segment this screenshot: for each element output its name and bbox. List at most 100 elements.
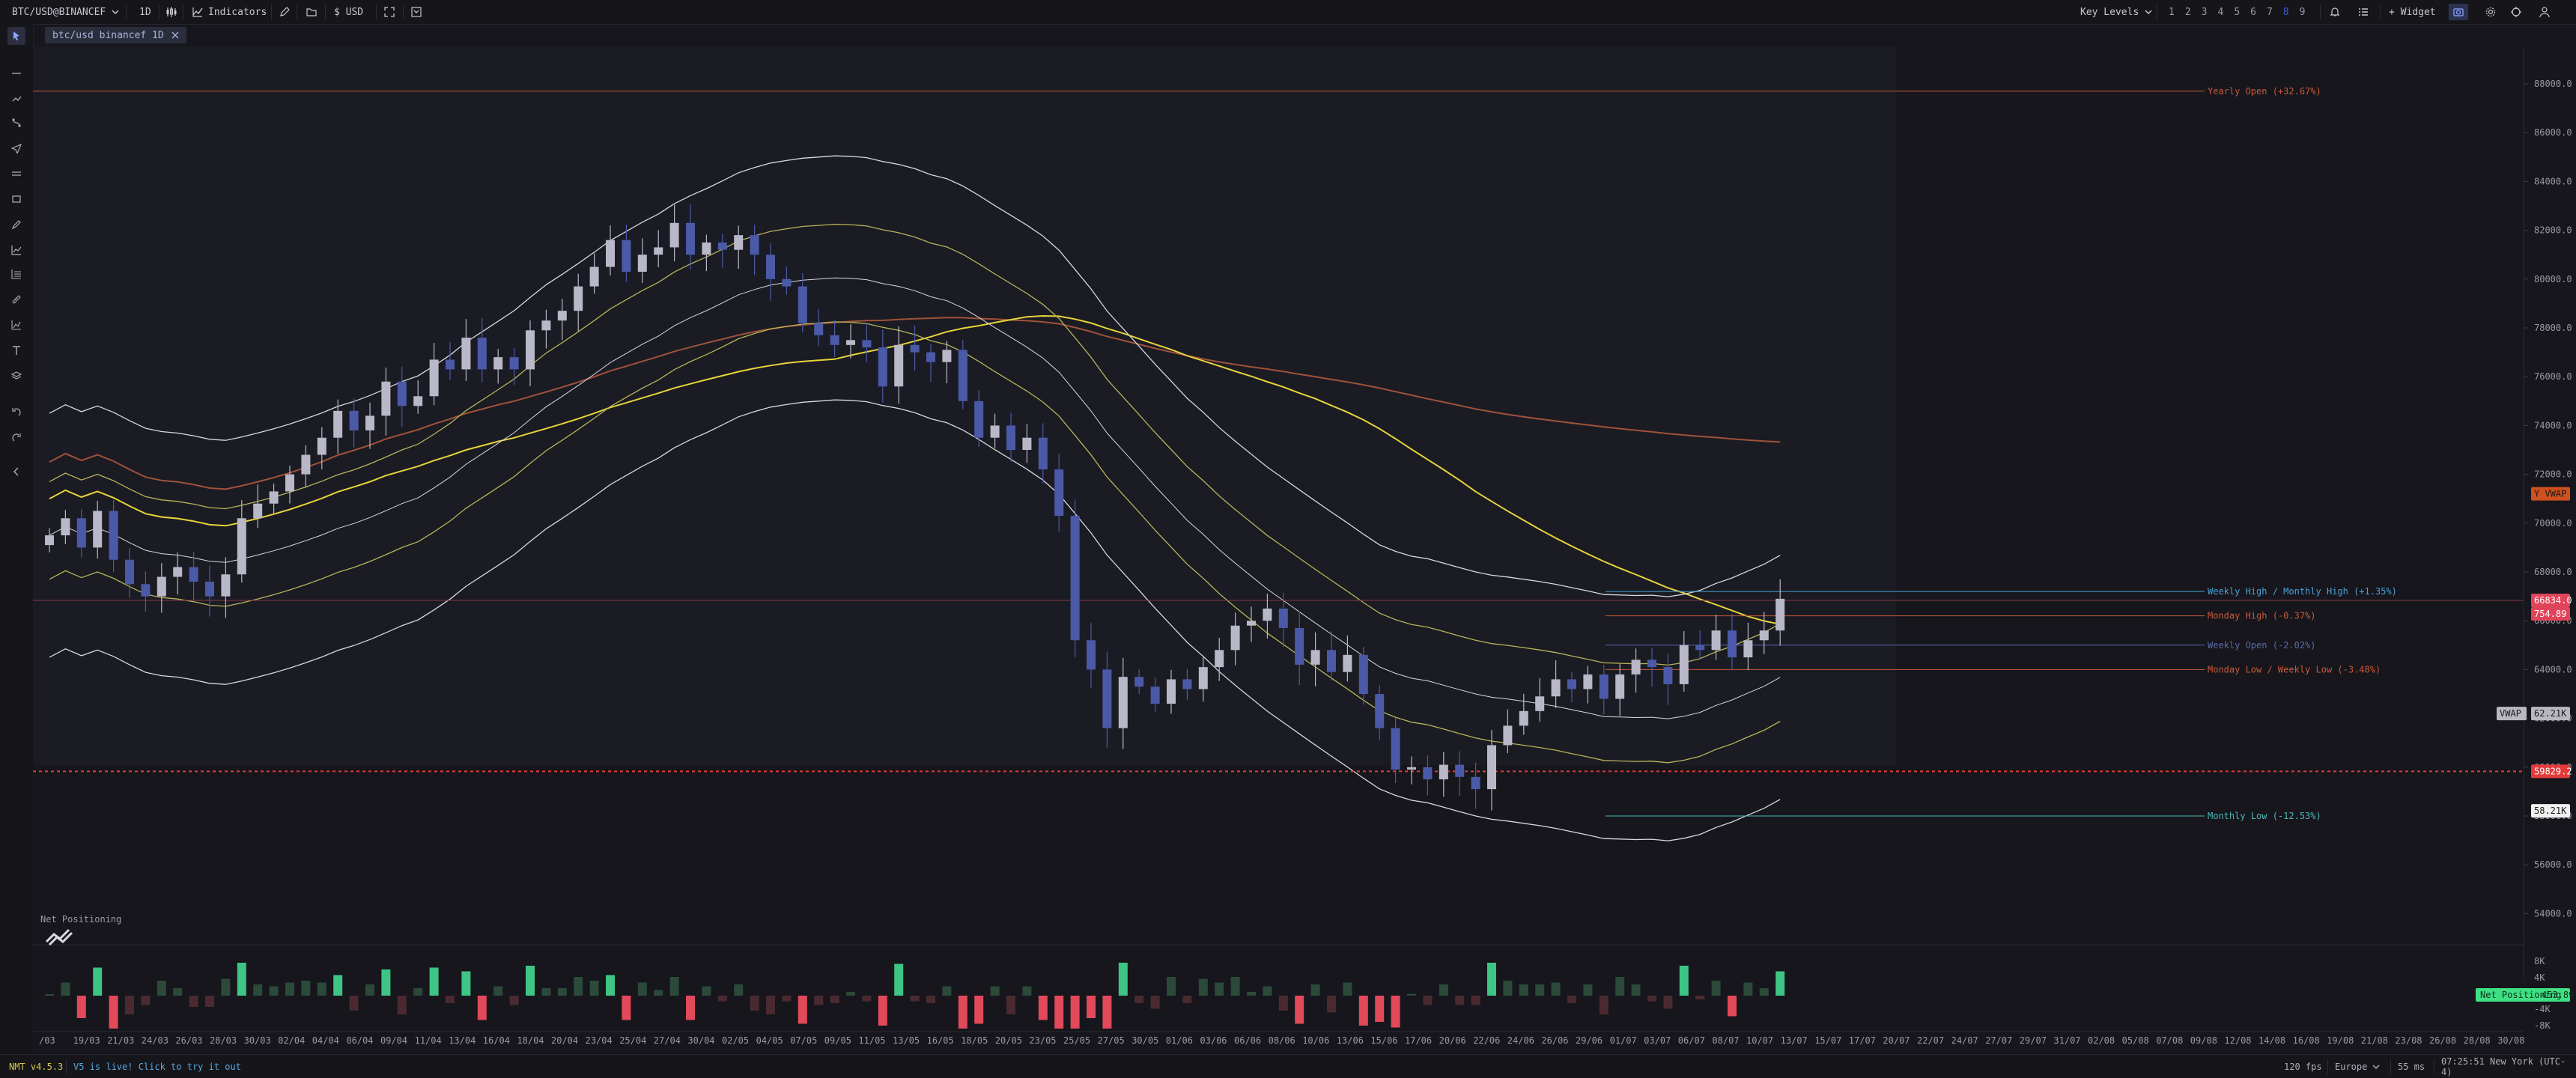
region-selector[interactable]: Europe	[2335, 1055, 2381, 1078]
date-tick-label: 29/06	[1576, 1035, 1603, 1046]
price-chart[interactable]: 88000.0 86000.0 84000.0 82000.0 80000.0 78000…	[33, 46, 2576, 1054]
add-widget-button[interactable]: + Widget	[2389, 0, 2436, 24]
histogram-bar	[541, 988, 551, 996]
horizontal-line-tool[interactable]	[7, 64, 25, 82]
symbol-selector[interactable]: BTC/USD@BINANCEF	[12, 0, 121, 24]
layout-option-8[interactable]: 8	[2282, 6, 2289, 18]
symbol-label: BTC/USD@BINANCEF	[12, 6, 106, 18]
svg-text:Net Positioning: Net Positioning	[2480, 990, 2561, 1000]
layout-option-3[interactable]: 3	[2201, 6, 2208, 18]
histogram-bar	[798, 996, 807, 1024]
notifications-button[interactable]	[2329, 0, 2341, 24]
chevron-down-icon	[2145, 10, 2152, 15]
candle-body	[509, 357, 519, 370]
settings-button[interactable]	[2485, 0, 2497, 24]
candle-body	[1567, 679, 1576, 689]
price-tick-label: 84000.0	[2534, 176, 2572, 186]
histogram-bar	[461, 971, 471, 996]
layout-option-7[interactable]: 7	[2266, 6, 2273, 18]
layout-option-9[interactable]: 9	[2299, 6, 2306, 18]
date-tick-label: 30/03	[244, 1035, 271, 1046]
forecast-tool[interactable]	[7, 241, 25, 259]
histogram-bar	[926, 996, 935, 1003]
candles-icon	[166, 7, 177, 17]
candle-body	[301, 454, 311, 475]
trend-tool[interactable]	[7, 90, 25, 108]
chart-tab[interactable]: btc/usd binancef 1D	[45, 27, 186, 43]
horizontal-line-icon	[12, 73, 21, 74]
date-tick-label: 12/08	[2224, 1035, 2251, 1046]
candle-body	[189, 567, 198, 582]
account-button[interactable]	[2539, 0, 2551, 24]
list-button[interactable]	[2357, 0, 2369, 24]
histogram-bar	[381, 969, 391, 996]
date-tick-label: 02/04	[278, 1035, 305, 1046]
histogram-bar	[526, 966, 535, 996]
price-tick-label: 74000.0	[2534, 420, 2572, 430]
layout-option-6[interactable]: 6	[2250, 6, 2256, 18]
announcement-link[interactable]: V5 is live! Click to try it out	[73, 1062, 241, 1072]
svg-text:58.21K: 58.21K	[2534, 806, 2567, 816]
histogram-bar	[157, 981, 166, 996]
pattern-tool[interactable]	[7, 316, 25, 334]
candle-body	[669, 222, 679, 248]
date-tick-label: 11/04	[415, 1035, 442, 1046]
price-tick-label: 68000.0	[2534, 567, 2572, 577]
chart-type-button[interactable]	[165, 0, 178, 24]
path-tool[interactable]	[7, 114, 25, 132]
currency-button[interactable]: $ USD	[334, 0, 363, 24]
histogram-bar	[125, 996, 134, 1014]
folder-button[interactable]	[306, 0, 318, 24]
date-tick-label: 11/05	[858, 1035, 885, 1046]
histogram-bar	[1263, 986, 1272, 996]
layout-option-1[interactable]: 1	[2169, 6, 2175, 18]
date-tick-label: 10/06	[1302, 1035, 1329, 1046]
candle-body	[1439, 764, 1448, 780]
rectangle-tool[interactable]	[7, 190, 25, 208]
collapse-toolbar-button[interactable]	[7, 463, 25, 481]
fib-tool[interactable]	[7, 265, 25, 283]
ruler-tool[interactable]	[7, 290, 25, 308]
candle-body	[461, 338, 471, 370]
price-tick-label: 76000.0	[2534, 371, 2572, 382]
cursor-tool[interactable]	[7, 27, 25, 45]
brush-tool[interactable]	[7, 216, 25, 234]
layout-option-2[interactable]: 2	[2184, 6, 2191, 18]
histogram-bar	[1471, 996, 1480, 1005]
candle-body	[1167, 679, 1176, 704]
screenshot-button[interactable]	[2449, 4, 2468, 20]
parallel-tool[interactable]	[7, 165, 25, 183]
save-icon	[411, 7, 422, 17]
histogram-bar	[734, 984, 744, 996]
date-tick-label: 27/07	[1985, 1035, 2012, 1046]
ray-tool[interactable]	[7, 139, 25, 157]
histogram-bar	[285, 982, 294, 996]
candle-body	[702, 242, 711, 255]
draw-button[interactable]	[279, 0, 291, 24]
indicators-button[interactable]: Indicators	[192, 0, 267, 24]
date-tick-label: 03/07	[1644, 1035, 1671, 1046]
layers-tool[interactable]	[7, 367, 25, 385]
histogram-bar	[974, 996, 984, 1024]
redo-button[interactable]	[7, 428, 25, 446]
histogram-bar	[1150, 996, 1160, 1009]
histogram-bar	[1054, 996, 1064, 1029]
save-button[interactable]	[410, 0, 422, 24]
close-icon[interactable]	[171, 31, 179, 39]
histogram-bar	[1198, 978, 1208, 996]
candle-body	[637, 255, 647, 272]
histogram-bar	[830, 996, 839, 1003]
layout-settings-button[interactable]	[2510, 0, 2522, 24]
fullscreen-button[interactable]	[383, 0, 395, 24]
undo-button[interactable]	[7, 403, 25, 421]
candle-body	[349, 410, 359, 430]
text-tool[interactable]	[7, 341, 25, 359]
key-levels-selector[interactable]: Key Levels	[2080, 0, 2154, 24]
layout-option-5[interactable]: 5	[2234, 6, 2241, 18]
timeframe-button[interactable]: 1D	[139, 0, 151, 24]
histogram-bar	[990, 986, 1000, 996]
candle-body	[1535, 696, 1545, 711]
layout-option-4[interactable]: 4	[2217, 6, 2224, 18]
date-tick-label: 18/04	[517, 1035, 544, 1046]
